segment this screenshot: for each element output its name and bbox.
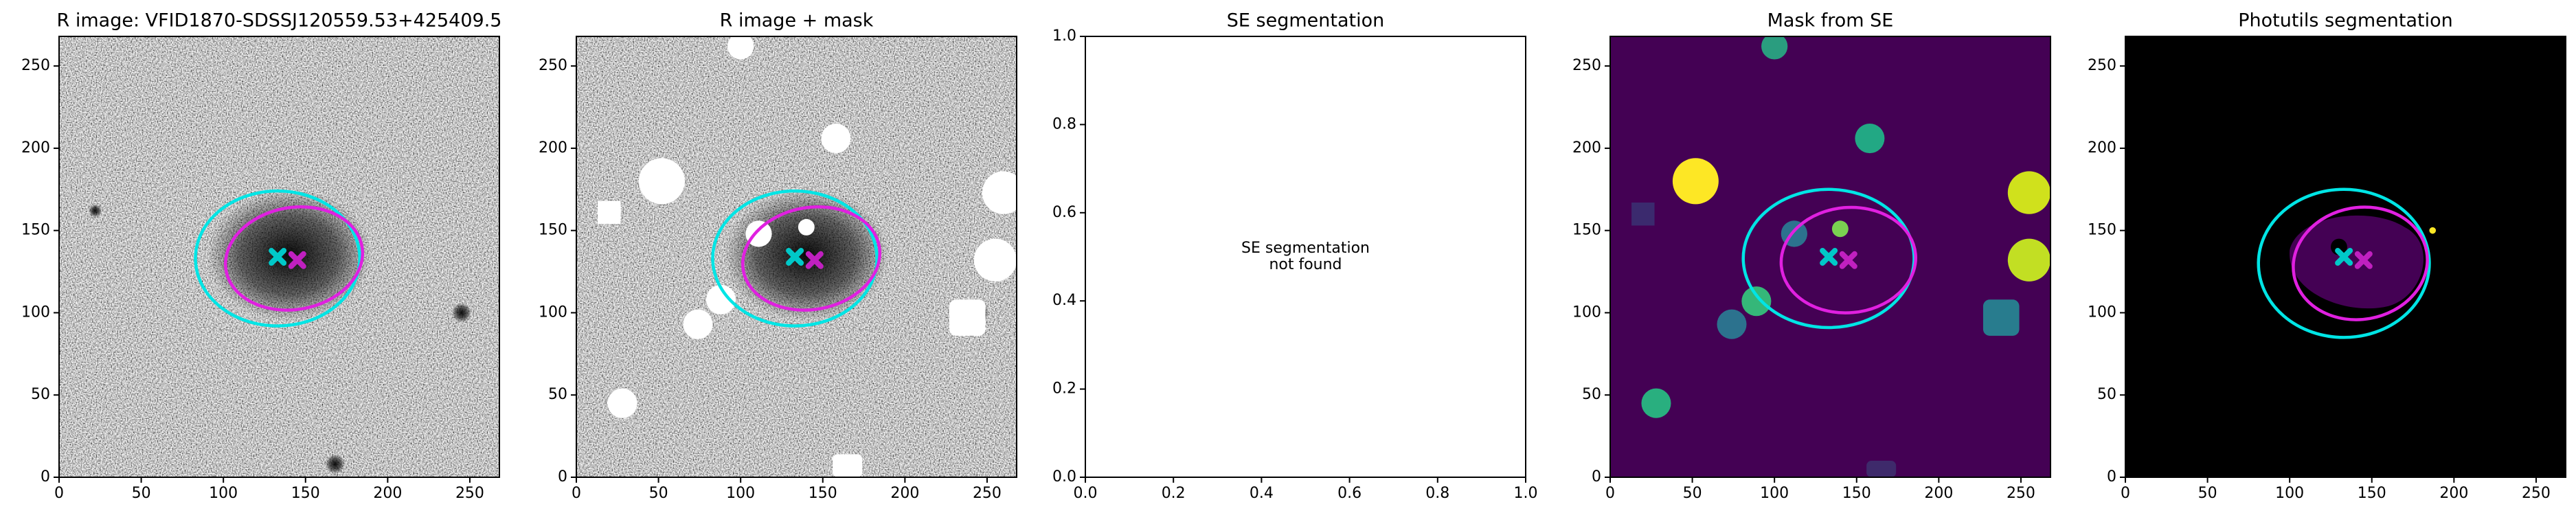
y-tick-label: 100 xyxy=(539,304,567,321)
y-tick-label: 150 xyxy=(539,222,567,239)
x-tick-label: 200 xyxy=(2439,485,2468,502)
y-tick-label: 100 xyxy=(2088,304,2116,321)
x-tick-label: 150 xyxy=(1842,485,1871,502)
y-tick-label: 1.0 xyxy=(1052,27,1076,45)
x-tick-label: 1.0 xyxy=(1514,485,1538,502)
axes-frame xyxy=(58,36,500,478)
center-marker xyxy=(1820,248,1838,266)
plot-area xyxy=(2125,36,2566,477)
x-tick-label: 0 xyxy=(1605,485,1615,502)
x-tick-label: 50 xyxy=(2198,485,2217,502)
center-marker xyxy=(2354,251,2373,269)
y-tick-label: 0 xyxy=(2107,468,2116,485)
y-tick-label: 0.6 xyxy=(1052,204,1076,221)
y-tick-label: 50 xyxy=(548,386,567,403)
aperture-ellipse xyxy=(2257,187,2431,339)
y-tick-label: 150 xyxy=(2088,222,2116,239)
x-tick-label: 150 xyxy=(809,485,837,502)
aperture-ellipse xyxy=(741,205,882,312)
axes-frame xyxy=(1609,36,2051,478)
y-tick-label: 0.4 xyxy=(1052,292,1076,309)
chart-title: R image: VFID1870-SDSSJ120559.53+425409.… xyxy=(57,10,502,32)
x-tick-label: 50 xyxy=(649,485,668,502)
y-tick-label: 100 xyxy=(1572,304,1601,321)
x-tick-label: 0 xyxy=(572,485,581,502)
x-tick-label: 250 xyxy=(973,485,1002,502)
axes-frame xyxy=(1085,36,1526,478)
center-marker xyxy=(786,248,804,266)
y-tick-label: 150 xyxy=(21,222,50,239)
y-tick-label: 150 xyxy=(1572,222,1601,239)
y-tick-label: 250 xyxy=(1572,57,1601,74)
y-tick-label: 100 xyxy=(21,304,50,321)
x-tick-label: 50 xyxy=(1683,485,1702,502)
x-tick-label: 0.0 xyxy=(1074,485,1098,502)
x-tick-label: 0.2 xyxy=(1162,485,1186,502)
x-tick-label: 0.8 xyxy=(1425,485,1449,502)
y-tick-label: 200 xyxy=(539,139,567,157)
x-tick-label: 250 xyxy=(455,485,484,502)
center-marker xyxy=(2335,248,2353,266)
x-tick-label: 0.4 xyxy=(1250,485,1274,502)
x-tick-label: 100 xyxy=(2275,485,2304,502)
x-tick-label: 0 xyxy=(54,485,64,502)
x-tick-label: 200 xyxy=(1924,485,1953,502)
x-tick-label: 150 xyxy=(291,485,320,502)
chart-title: Photutils segmentation xyxy=(2238,10,2453,32)
x-tick-label: 100 xyxy=(726,485,755,502)
chart-title: R image + mask xyxy=(720,10,874,32)
x-tick-label: 0 xyxy=(2121,485,2130,502)
center-marker xyxy=(805,251,824,269)
y-tick-label: 0.0 xyxy=(1052,468,1076,485)
aperture-ellipse xyxy=(194,189,361,328)
center-marker xyxy=(288,251,306,269)
y-tick-label: 50 xyxy=(31,386,50,403)
y-tick-label: 50 xyxy=(1582,386,1601,403)
x-tick-label: 200 xyxy=(890,485,919,502)
x-tick-label: 250 xyxy=(2522,485,2551,502)
y-tick-label: 0.2 xyxy=(1052,380,1076,398)
axes-frame xyxy=(2125,36,2566,478)
x-tick-label: 0.6 xyxy=(1337,485,1362,502)
plot-area xyxy=(1610,36,2050,477)
x-tick-label: 50 xyxy=(132,485,151,502)
x-tick-label: 100 xyxy=(1760,485,1789,502)
aperture-ellipse xyxy=(1779,205,1917,314)
chart-title: SE segmentation xyxy=(1227,10,1384,32)
x-tick-label: 100 xyxy=(209,485,238,502)
aperture-ellipse xyxy=(224,205,365,312)
y-tick-label: 250 xyxy=(539,57,567,74)
annotation: SE segmentation not found xyxy=(1241,239,1370,273)
y-tick-label: 200 xyxy=(2088,139,2116,157)
y-tick-label: 0 xyxy=(1592,468,1601,485)
aperture-ellipse xyxy=(2292,205,2429,321)
x-tick-label: 150 xyxy=(2358,485,2386,502)
y-tick-label: 0 xyxy=(41,468,50,485)
y-tick-label: 200 xyxy=(1572,139,1601,157)
aperture-ellipse xyxy=(711,189,879,328)
y-tick-label: 250 xyxy=(2088,57,2116,74)
chart-title: Mask from SE xyxy=(1767,10,1894,32)
center-marker xyxy=(269,248,287,266)
x-tick-label: 250 xyxy=(2007,485,2035,502)
plot-area xyxy=(59,36,499,477)
plot-area xyxy=(576,36,1017,477)
y-tick-label: 0.8 xyxy=(1052,115,1076,133)
y-tick-label: 200 xyxy=(21,139,50,157)
axes-frame xyxy=(576,36,1017,478)
center-marker xyxy=(1839,251,1857,269)
x-tick-label: 200 xyxy=(373,485,402,502)
y-tick-label: 50 xyxy=(2097,386,2116,403)
y-tick-label: 0 xyxy=(558,468,567,485)
y-tick-label: 250 xyxy=(21,57,50,74)
